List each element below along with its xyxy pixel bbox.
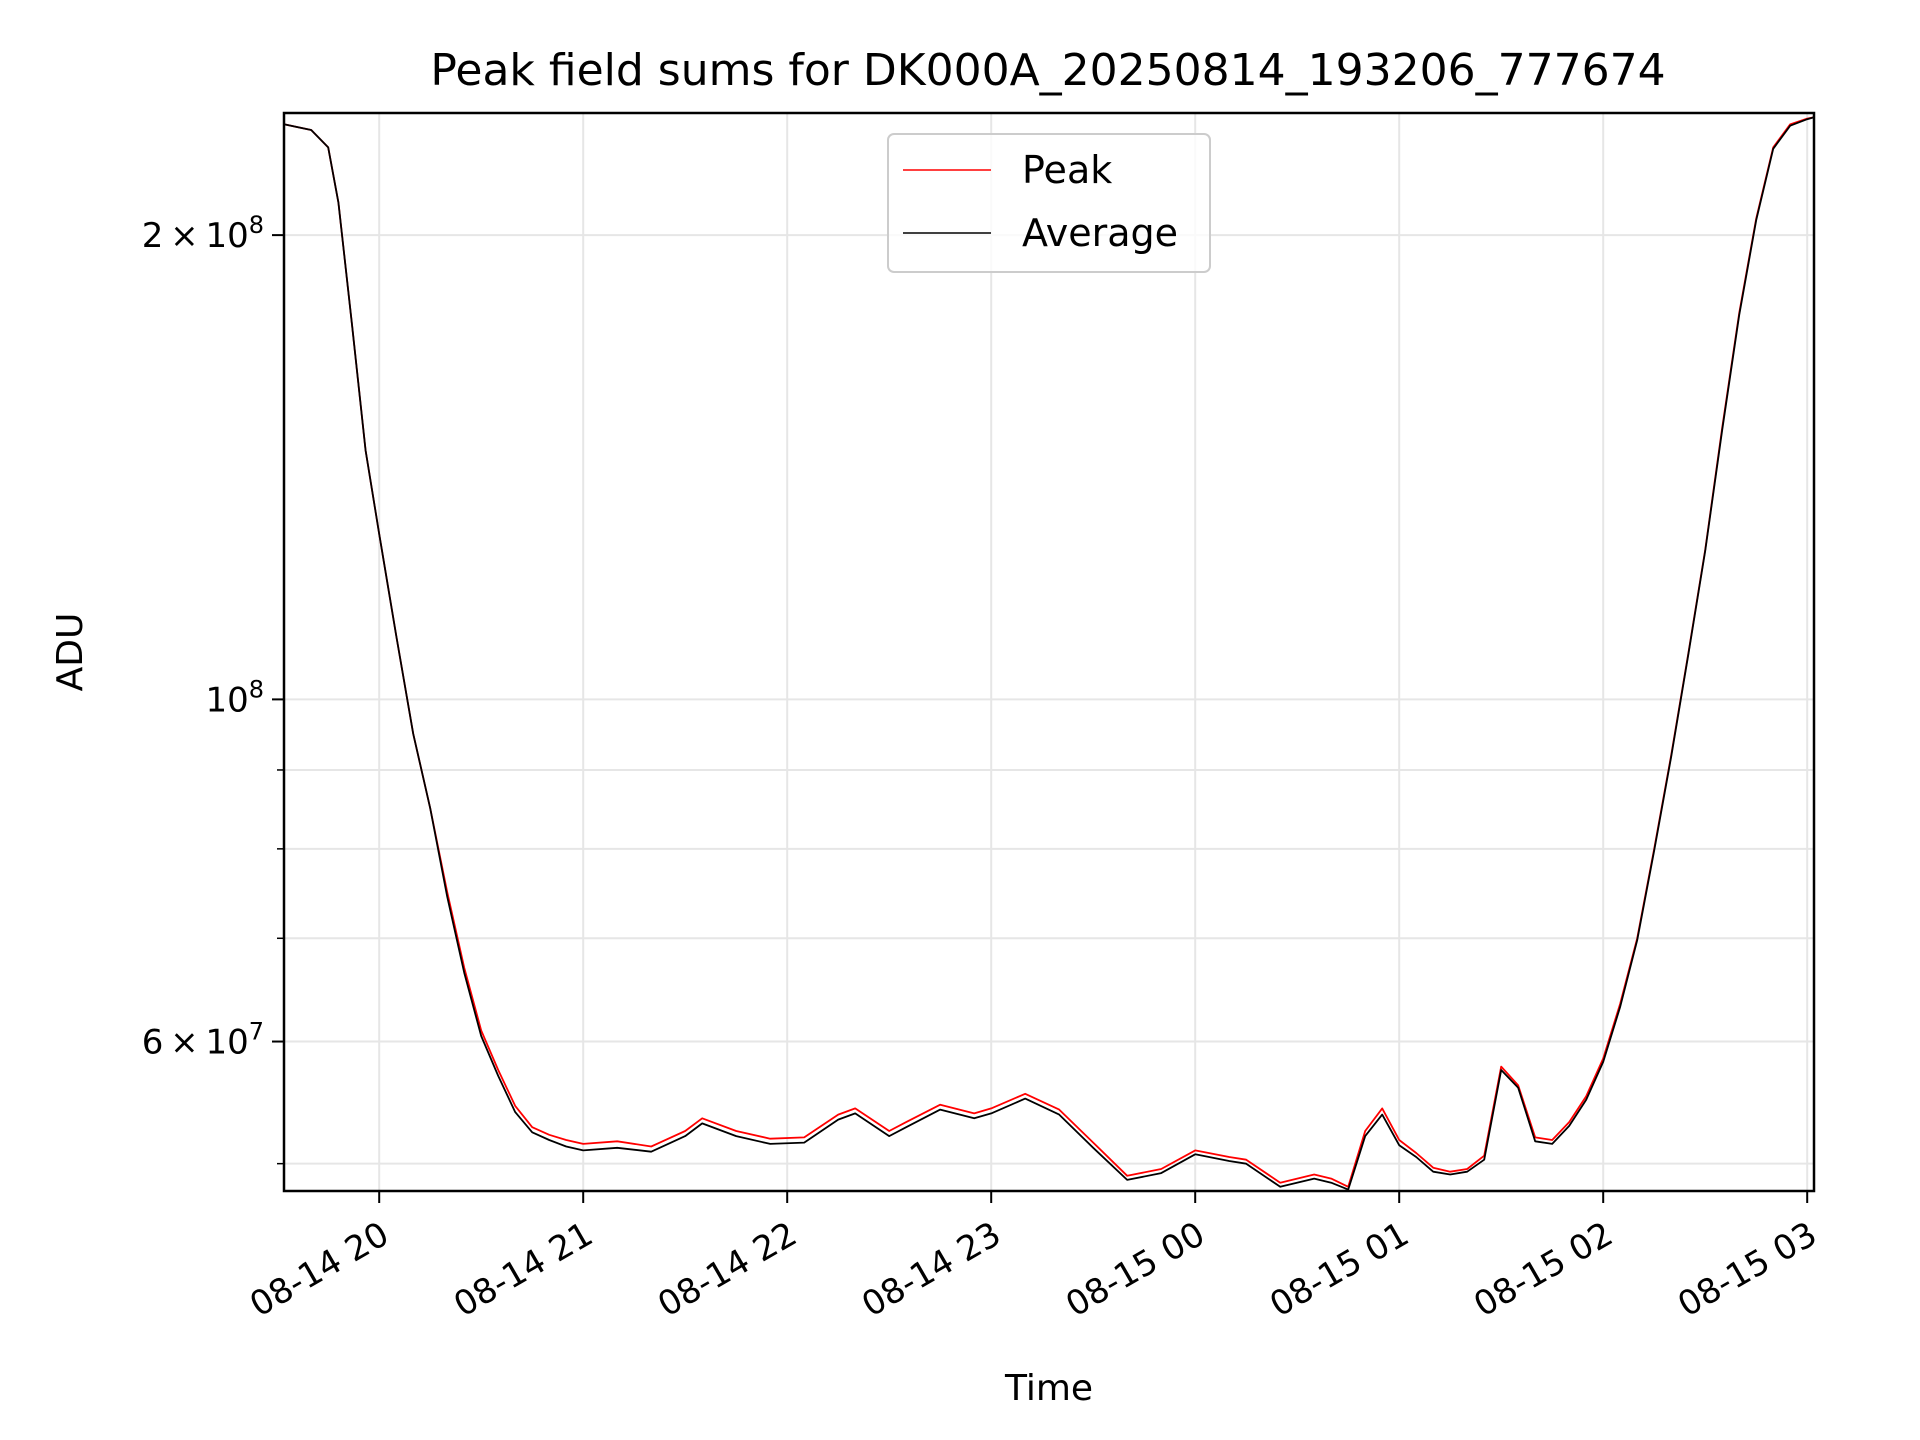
y-axis-label: ADU <box>50 613 91 692</box>
x-axis-label: Time <box>1004 1368 1093 1409</box>
y-axis: 6 × 107 108 2 × 108 <box>142 211 284 1165</box>
legend-label-peak: Peak <box>1022 148 1112 192</box>
legend-box <box>887 133 1211 273</box>
y-tick-label: 108 <box>205 675 264 720</box>
y-tick-label: 2 × 108 <box>142 211 264 256</box>
legend-label-average: Average <box>1022 211 1178 255</box>
legend: Peak Average <box>887 133 1211 273</box>
y-tick-label: 6 × 107 <box>142 1018 264 1063</box>
plot-frame <box>282 111 1816 1193</box>
series-line-average <box>283 116 1815 1191</box>
plot-lines <box>283 116 1815 1191</box>
chart-title: Peak field sums for DK000A_20250814_1932… <box>430 45 1665 96</box>
